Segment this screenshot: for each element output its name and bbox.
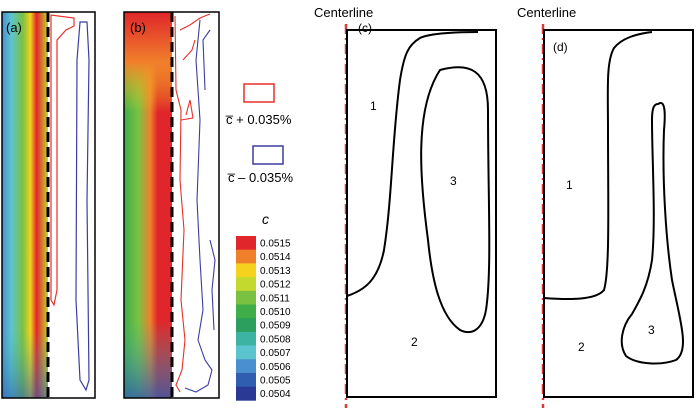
colorbar-title: c: [262, 211, 269, 227]
legend-minus-label: c̅ – 0.035%: [227, 170, 293, 185]
panel-b-bottom-shade: [124, 320, 172, 398]
colorbar-swatch: [236, 345, 256, 360]
colorbar-tick-label: 0.0512: [260, 280, 291, 291]
colorbar-swatch: [236, 263, 256, 278]
colorbar-swatch: [236, 373, 256, 387]
colorbar-swatch: [236, 290, 256, 305]
panel-d-region-2: 2: [578, 340, 585, 354]
panel-d-region-3-outline: [620, 102, 684, 365]
panel-b-blue-contour: [184, 19, 216, 393]
colorbar-swatch: [236, 249, 256, 264]
panel-b: (b): [123, 11, 220, 399]
colorbar-tick-label: 0.0505: [260, 376, 291, 387]
legend-plus-swatch: [243, 83, 275, 103]
colorbar-swatch: [236, 236, 256, 250]
legend-minus-swatch: [252, 145, 284, 165]
colorbar-swatch: [236, 304, 256, 319]
colorbar-tick-label: 0.0508: [260, 334, 291, 345]
panel-c-frame: [346, 29, 497, 398]
colorbar-tick-label: 0.0509: [260, 321, 291, 332]
colorbar-tick-label: 0.0511: [260, 293, 290, 304]
colorbar-swatch: [236, 277, 256, 292]
colorbar-swatch: [236, 386, 256, 401]
panel-a-red-contour: [50, 14, 75, 307]
panel-c-region-1: 1: [370, 99, 377, 113]
colorbar-tick-label: 0.0507: [260, 348, 291, 359]
colorbar-tick-label: 0.0515: [260, 239, 291, 250]
panel-b-top-shade: [124, 12, 172, 112]
panel-a-label: (a): [6, 20, 22, 35]
panel-c-region-2: 2: [411, 335, 418, 349]
panel-d-frame: [543, 29, 694, 398]
panel-d-boundary-1: [543, 31, 653, 301]
panel-c-label: (c): [358, 21, 372, 35]
panel-d: Centerline (d) 1 2 3: [517, 5, 694, 408]
panel-d-region-3: 3: [648, 323, 655, 337]
panel-d-centerline-label: Centerline: [517, 5, 576, 20]
panel-a-bottom-shade: [2, 330, 48, 398]
colorbar-tick-label: 0.0506: [260, 362, 291, 373]
colorbar-swatch: [236, 331, 256, 346]
panel-c-centerline-label: Centerline: [314, 5, 373, 20]
panel-b-label: (b): [130, 20, 146, 35]
panel-c-region-3-outline: [420, 66, 491, 334]
colorbar-tick-label: 0.0504: [260, 389, 291, 400]
contour-legend: c̅ + 0.035% c̅ – 0.035%: [225, 83, 293, 185]
panel-a: (a): [1, 11, 96, 399]
colorbar-tick-label: 0.0514: [260, 252, 291, 263]
panel-c-boundary-1: [346, 31, 479, 297]
legend-plus-label: c̅ + 0.035%: [225, 112, 291, 127]
colorbar-swatch: [236, 318, 256, 333]
panel-c: Centerline (c) 1 2 3: [314, 5, 497, 408]
panel-b-red-contour: [174, 13, 211, 393]
panel-c-region-3: 3: [450, 174, 457, 188]
colorbar: c 0.0515 0.0514 0.0513 0.0512 0.0511 0.0510 0.…: [236, 211, 291, 401]
colorbar-swatch: [236, 359, 256, 374]
colorbar-tick-label: 0.0510: [260, 307, 291, 318]
colorbar-tick-label: 0.0513: [260, 266, 291, 277]
panel-a-blue-contour: [75, 21, 90, 392]
panel-d-region-1: 1: [566, 178, 573, 192]
panel-d-label: (d): [553, 40, 568, 54]
